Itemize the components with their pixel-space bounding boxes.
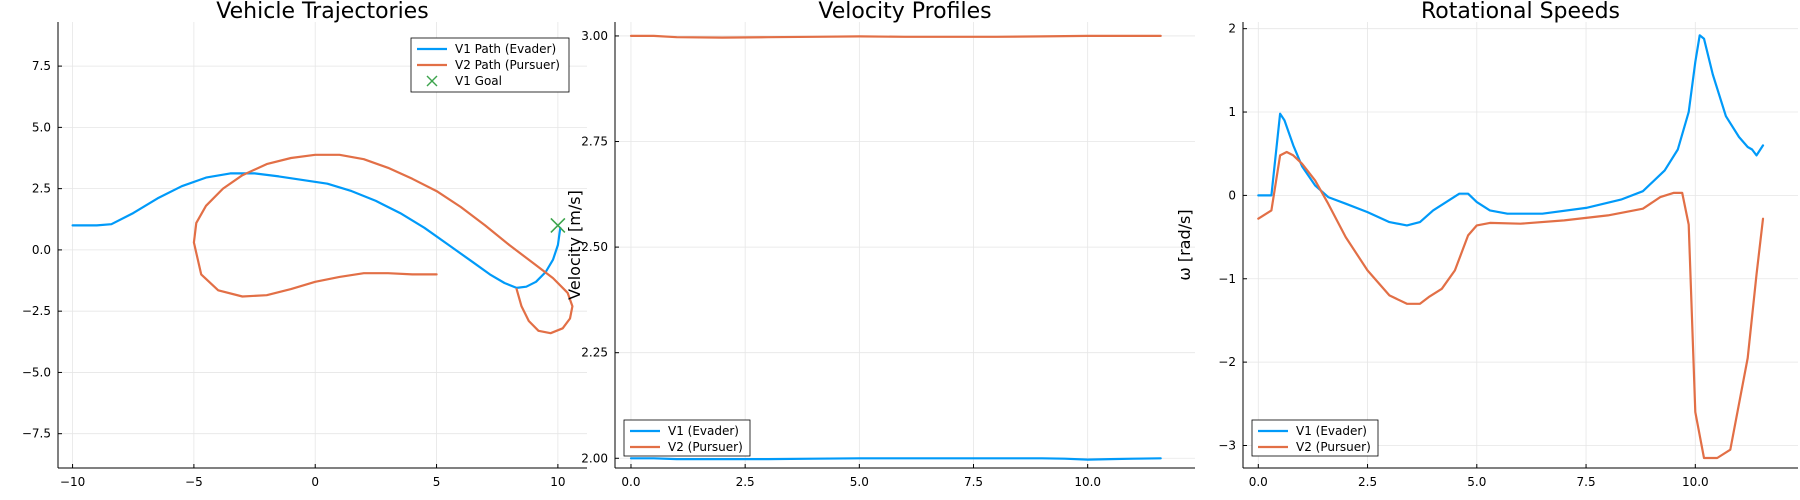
y-tick-label: −2 bbox=[1218, 355, 1236, 369]
legend-entry: V1 Path (Evader) bbox=[455, 42, 556, 56]
series-line-2 bbox=[629, 34, 1162, 39]
x-tick-label: 5.0 bbox=[850, 475, 869, 489]
x-tick-label: 0 bbox=[311, 475, 319, 489]
legend-box bbox=[623, 419, 751, 457]
series-line-2 bbox=[1257, 150, 1765, 460]
chart-title: Rotational Speeds bbox=[1421, 0, 1620, 24]
x-tick-label: 10.0 bbox=[1074, 475, 1101, 489]
y-tick-label: 2.5 bbox=[32, 182, 51, 196]
legend-box bbox=[1251, 419, 1379, 457]
y-tick-label: 2 bbox=[1228, 22, 1236, 36]
x-tick-label: 0.0 bbox=[1249, 475, 1268, 489]
series-line-1 bbox=[71, 172, 562, 289]
legend-entry: V1 (Evader) bbox=[668, 424, 739, 438]
y-tick-label: 2.25 bbox=[581, 346, 608, 360]
chart-title: Vehicle Trajectories bbox=[216, 0, 428, 24]
legend-marker bbox=[426, 75, 438, 87]
y-axis-label: Velocity [m/s] bbox=[565, 190, 584, 300]
goal-marker bbox=[550, 217, 566, 233]
legend-entry: V1 (Evader) bbox=[1296, 424, 1367, 438]
legend-entry: V2 Path (Pursuer) bbox=[455, 58, 560, 72]
series-line-2 bbox=[192, 153, 574, 335]
chart-3: 0.0 2.5 5.0 7.5 10.0 −3 −2 −1 0 1 2 Rotational Spee… bbox=[1175, 0, 1798, 489]
y-tick-label: 2.50 bbox=[581, 240, 608, 254]
y-tick-label: 0.0 bbox=[32, 243, 51, 257]
x-tick-label: 10 bbox=[550, 475, 565, 489]
series-line-1 bbox=[1257, 34, 1765, 227]
y-tick-label: 2.75 bbox=[581, 135, 608, 149]
y-axis-label: ω [rad/s] bbox=[1175, 209, 1194, 280]
y-tick-label: −7.5 bbox=[22, 427, 51, 441]
y-tick-label: 1 bbox=[1228, 105, 1236, 119]
y-tick-label: 3.00 bbox=[581, 29, 608, 43]
x-tick-label: 10.0 bbox=[1682, 475, 1709, 489]
x-tick-label: 5 bbox=[433, 475, 441, 489]
legend: V1 (Evader) V2 (Pursuer) bbox=[623, 419, 751, 457]
y-tick-label: −3 bbox=[1218, 438, 1236, 452]
plot-area bbox=[1257, 34, 1765, 460]
x-tick-label: −10 bbox=[60, 475, 85, 489]
chart-2: 0.0 2.5 5.0 7.5 10.0 2.00 2.25 2.50 2.75 3.00 Velo… bbox=[565, 0, 1195, 489]
x-tick-label: −5 bbox=[185, 475, 203, 489]
y-tick-label: 0 bbox=[1228, 188, 1236, 202]
y-tick-label: 7.5 bbox=[32, 59, 51, 73]
x-tick-label: 2.5 bbox=[1358, 475, 1377, 489]
x-tick-label: 7.5 bbox=[1577, 475, 1596, 489]
goal-marker-stroke bbox=[550, 217, 566, 233]
x-tick-label: 7.5 bbox=[964, 475, 983, 489]
chart-title: Velocity Profiles bbox=[818, 0, 991, 24]
legend-entry: V2 (Pursuer) bbox=[1296, 440, 1371, 454]
legend-entry: V2 (Pursuer) bbox=[668, 440, 743, 454]
y-tick-label: −5.0 bbox=[22, 365, 51, 379]
y-tick-label: −2.5 bbox=[22, 304, 51, 318]
y-tick-label: 5.0 bbox=[32, 120, 51, 134]
plot-area bbox=[71, 153, 574, 335]
legend: V1 (Evader) V2 (Pursuer) bbox=[1251, 419, 1379, 457]
x-tick-label: 5.0 bbox=[1467, 475, 1486, 489]
legend-entry: V1 Goal bbox=[455, 74, 502, 88]
y-tick-label: −1 bbox=[1218, 272, 1236, 286]
chart-1: −10 −5 0 5 10 −7.5 −5.0 −2.5 0.0 2.5 5.0 7.5 Vehicle… bbox=[22, 0, 587, 489]
x-tick-label: 0.0 bbox=[621, 475, 640, 489]
x-tick-label: 2.5 bbox=[736, 475, 755, 489]
plot-area bbox=[629, 34, 1162, 461]
series-line-1 bbox=[629, 457, 1162, 461]
legend: V1 Path (Evader) V2 Path (Pursuer) V1 Goal bbox=[410, 37, 570, 93]
y-tick-label: 2.00 bbox=[581, 451, 608, 465]
